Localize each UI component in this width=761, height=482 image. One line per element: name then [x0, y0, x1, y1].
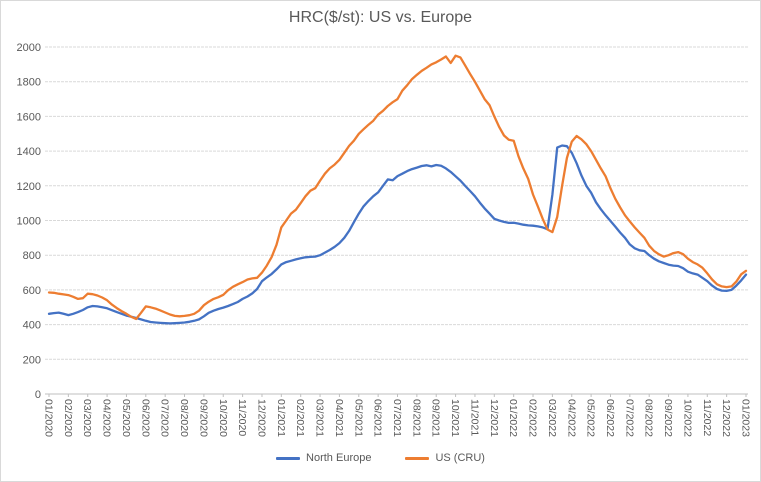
x-tick-label: 12/2020	[256, 399, 268, 437]
x-tick-label: 09/2021	[430, 399, 442, 437]
y-tick-label: 1800	[17, 77, 41, 89]
y-tick-label: 1600	[17, 111, 41, 123]
y-tick-label: 800	[23, 250, 41, 262]
x-tick-label: 03/2020	[81, 399, 93, 437]
x-tick-label: 06/2021	[372, 399, 384, 437]
gridlines	[45, 46, 748, 360]
chart-title: HRC($/st): US vs. Europe	[288, 9, 473, 26]
x-tick-label: 04/2020	[101, 399, 113, 437]
y-axis-labels: 0 200 400 600 800 1000 1200 1400 1600 1800 2000	[17, 42, 41, 401]
x-tick-label: 03/2021	[314, 399, 326, 437]
y-tick-label: 1200	[17, 181, 41, 193]
legend-swatch-north-europe	[276, 456, 301, 460]
y-tick-label: 1400	[17, 146, 41, 158]
series-line-north-europe	[47, 144, 748, 325]
legend-label-us-cru: US (CRU)	[435, 452, 485, 464]
x-axis-labels: 01/2020 02/2020 03/2020 04/2020 05/2020 06/20…	[43, 399, 752, 437]
y-tick-label: 600	[23, 285, 41, 297]
x-tick-label: 04/2021	[333, 399, 345, 437]
y-tick-label: 0	[35, 389, 41, 401]
legend: North Europe US (CRU)	[1, 452, 760, 464]
x-tick-label: 11/2020	[236, 399, 248, 436]
legend-item-north-europe: North Europe	[276, 452, 371, 464]
x-tick-label: 09/2022	[662, 399, 674, 437]
legend-swatch-us-cru	[405, 456, 430, 460]
x-tick-label: 02/2020	[62, 399, 74, 437]
x-tick-label: 01/2021	[275, 399, 287, 437]
x-tick-label: 04/2022	[565, 399, 577, 437]
series-line-us-cru	[47, 54, 748, 321]
x-tick-label: 02/2022	[527, 399, 539, 437]
legend-item-us-cru: US (CRU)	[405, 452, 485, 464]
x-tick-label: 01/2022	[507, 399, 519, 437]
x-tick-label: 06/2020	[139, 399, 151, 437]
x-tick-label: 09/2020	[197, 399, 209, 437]
x-axis	[45, 393, 748, 397]
x-tick-label: 07/2022	[623, 399, 635, 437]
y-tick-label: 1000	[17, 216, 41, 228]
x-tick-label: 06/2022	[604, 399, 616, 437]
x-tick-label: 05/2020	[120, 399, 132, 437]
y-tick-label: 200	[23, 354, 41, 366]
y-tick-label: 400	[23, 320, 41, 332]
x-tick-label: 11/2022	[701, 399, 713, 436]
x-tick-label: 05/2021	[352, 399, 364, 437]
x-tick-label: 10/2020	[217, 399, 229, 437]
x-tick-label: 03/2022	[546, 399, 558, 437]
x-tick-label: 10/2022	[681, 399, 693, 437]
y-tick-label: 2000	[17, 42, 41, 54]
legend-label-north-europe: North Europe	[306, 452, 372, 464]
x-tick-label: 01/2020	[43, 399, 55, 437]
x-tick-label: 11/2021	[468, 399, 480, 436]
x-tick-label: 08/2021	[410, 399, 422, 437]
x-tick-label: 02/2021	[294, 399, 306, 437]
x-tick-label: 12/2022	[720, 399, 732, 437]
x-tick-label: 10/2021	[449, 399, 461, 437]
x-tick-label: 08/2022	[643, 399, 655, 437]
x-tick-label: 08/2020	[178, 399, 190, 437]
x-tick-label: 07/2020	[159, 399, 171, 437]
x-tick-label: 12/2021	[488, 399, 500, 437]
x-tick-label: 05/2022	[585, 399, 597, 437]
x-tick-label: 07/2021	[391, 399, 403, 437]
x-tick-label: 01/2023	[740, 399, 752, 437]
